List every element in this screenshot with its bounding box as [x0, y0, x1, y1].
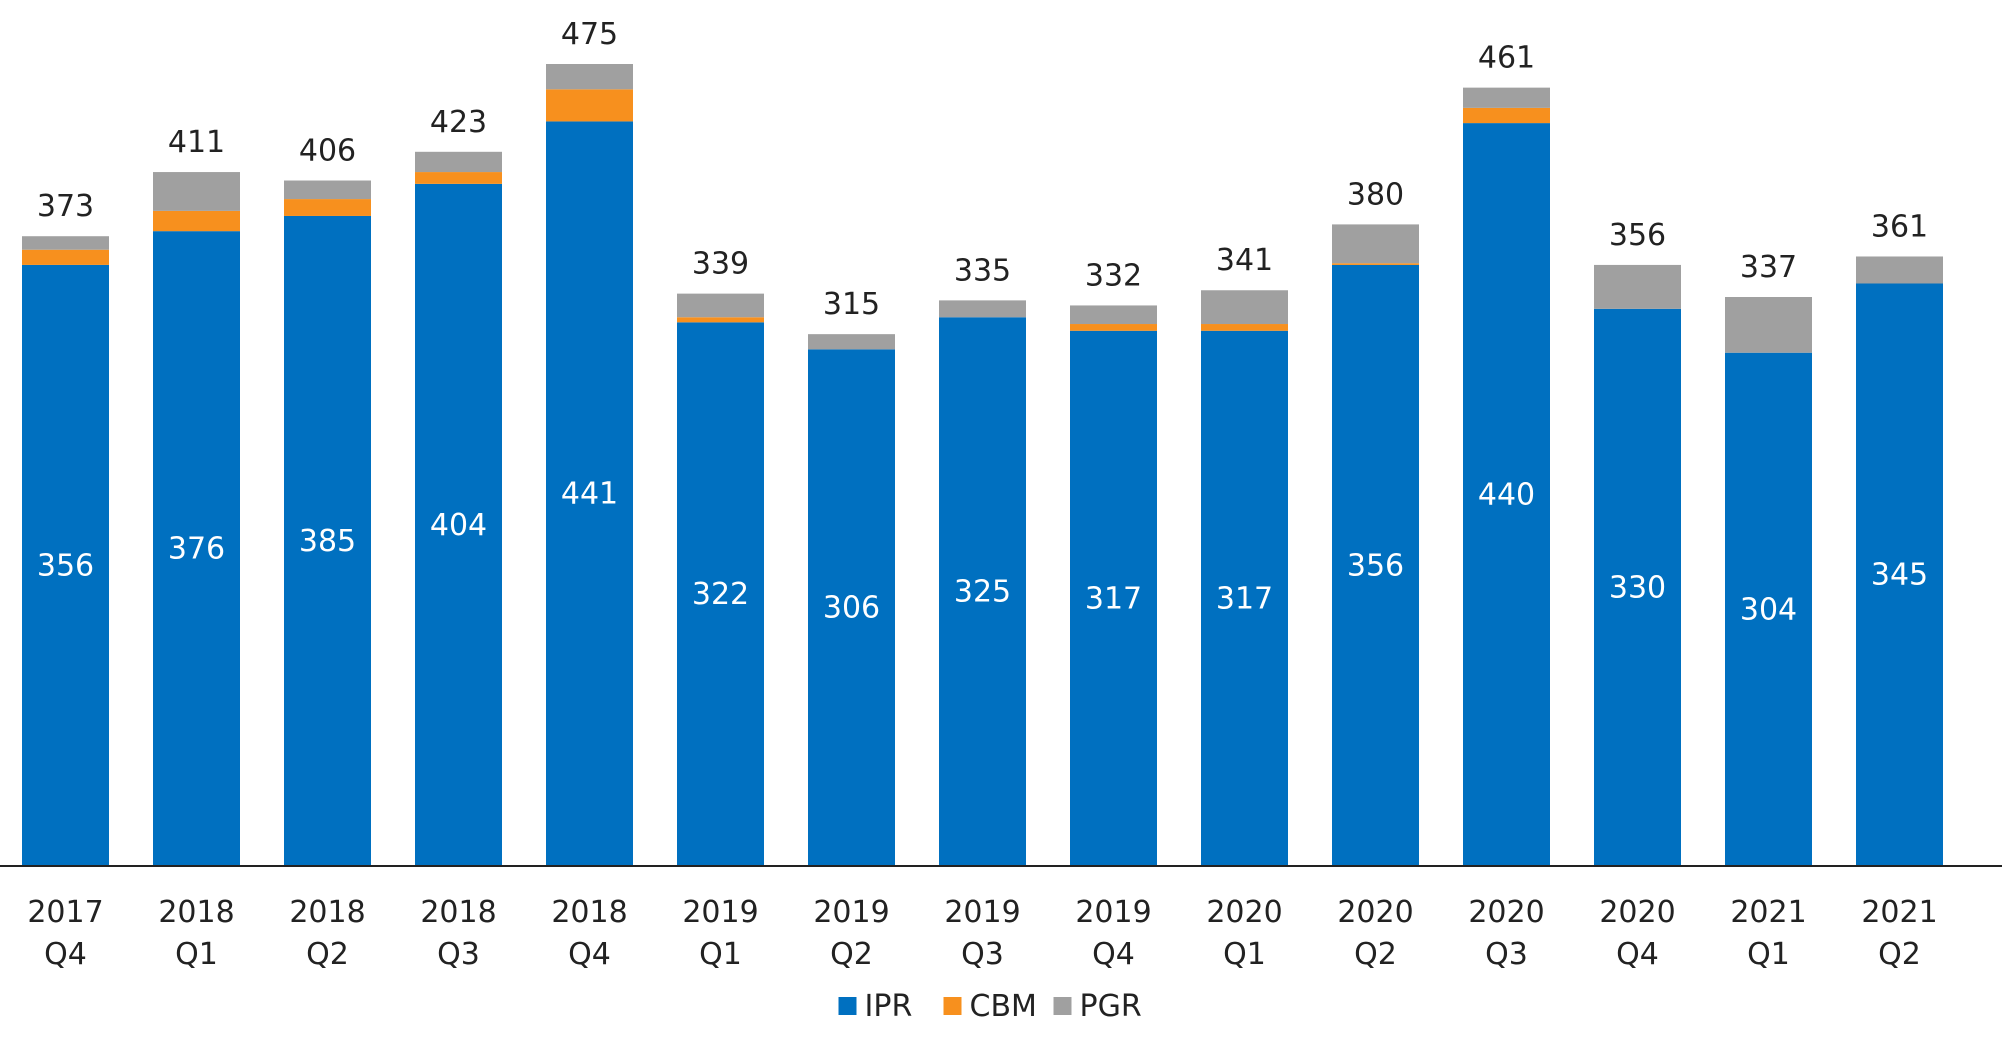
x-tick-label-quarter: Q4 — [568, 937, 611, 972]
bar-segment-pgr — [677, 294, 764, 318]
bar-segment-pgr — [1594, 265, 1681, 309]
x-tick-label-quarter: Q1 — [699, 937, 742, 972]
data-label-total: 423 — [430, 105, 487, 140]
data-label-total: 411 — [168, 125, 225, 160]
x-tick-label-quarter: Q4 — [44, 937, 87, 972]
data-label-ipr: 404 — [430, 508, 487, 543]
x-tick-label-year: 2020 — [1337, 895, 1413, 930]
data-label-ipr: 440 — [1478, 478, 1535, 513]
bars-layer: 356 373 376 411 385 406 404 423 441 475 322 339 306 3… — [22, 17, 1943, 866]
data-label-total: 406 — [299, 134, 356, 169]
bar-segment-cbm — [22, 250, 109, 265]
bar-segment-pgr — [546, 64, 633, 89]
data-label-ipr: 304 — [1740, 592, 1797, 627]
data-label-total: 361 — [1871, 209, 1928, 244]
x-tick-label-quarter: Q2 — [306, 937, 349, 972]
x-tick-label-year: 2019 — [813, 895, 889, 930]
data-label-ipr: 356 — [37, 548, 94, 583]
legend-label-cbm: CBM — [970, 989, 1037, 1024]
x-tick-label-quarter: Q2 — [830, 937, 873, 972]
data-label-total: 337 — [1740, 250, 1797, 285]
x-tick-label-quarter: Q3 — [437, 937, 480, 972]
bar-segment-pgr — [415, 152, 502, 172]
data-label-total: 380 — [1347, 177, 1404, 212]
data-label-total: 373 — [37, 189, 94, 224]
bar-segment-cbm — [415, 172, 502, 184]
x-tick-label-quarter: Q2 — [1354, 937, 1397, 972]
data-label-ipr: 317 — [1216, 581, 1273, 616]
x-tick-label-quarter: Q4 — [1616, 937, 1659, 972]
data-label-ipr: 345 — [1871, 558, 1928, 593]
x-tick-label-year: 2018 — [289, 895, 365, 930]
x-tick-label-year: 2020 — [1468, 895, 1544, 930]
data-label-ipr: 322 — [692, 577, 749, 612]
data-label-total: 335 — [954, 253, 1011, 288]
bar-segment-cbm — [1201, 324, 1288, 331]
legend-label-ipr: IPR — [865, 989, 913, 1024]
x-tick-label-year: 2021 — [1861, 895, 1937, 930]
bar-segment-cbm — [284, 199, 371, 216]
data-label-ipr: 330 — [1609, 570, 1666, 605]
bar-segment-pgr — [1201, 290, 1288, 324]
x-tick-label-year: 2019 — [682, 895, 758, 930]
x-tick-label-quarter: Q4 — [1092, 937, 1135, 972]
legend-label-pgr: PGR — [1080, 989, 1142, 1024]
x-tick-label-year: 2019 — [1075, 895, 1151, 930]
data-label-ipr: 306 — [823, 591, 880, 626]
x-tick-label-year: 2020 — [1206, 895, 1282, 930]
data-label-ipr: 356 — [1347, 548, 1404, 583]
x-tick-label-year: 2018 — [551, 895, 627, 930]
bar-segment-cbm — [546, 89, 633, 121]
data-label-ipr: 441 — [561, 477, 618, 512]
x-tick-label-year: 2019 — [944, 895, 1020, 930]
bar-segment-pgr — [1070, 305, 1157, 324]
bar-segment-cbm — [1332, 263, 1419, 265]
bar-segment-pgr — [153, 172, 240, 211]
x-tick-label-quarter: Q3 — [961, 937, 1004, 972]
x-axis-ticks: 2017 Q4 2018 Q1 2018 Q2 2018 Q3 2018 Q4 2019 Q1 2019… — [27, 895, 1937, 972]
data-label-total: 356 — [1609, 218, 1666, 253]
bar-segment-pgr — [1856, 256, 1943, 283]
data-label-ipr: 376 — [168, 532, 225, 567]
x-tick-label-quarter: Q1 — [1223, 937, 1266, 972]
bar-segment-pgr — [1725, 297, 1812, 353]
bar-segment-pgr — [284, 181, 371, 200]
data-label-ipr: 385 — [299, 524, 356, 559]
bar-segment-pgr — [1332, 224, 1419, 263]
data-label-total: 461 — [1478, 41, 1535, 76]
bar-segment-pgr — [808, 334, 895, 349]
data-label-ipr: 325 — [954, 575, 1011, 610]
bar-segment-pgr — [1463, 88, 1550, 108]
x-tick-label-year: 2018 — [420, 895, 496, 930]
x-tick-label-year: 2020 — [1599, 895, 1675, 930]
bar-segment-cbm — [677, 317, 764, 322]
data-label-total: 332 — [1085, 258, 1142, 293]
x-tick-label-quarter: Q1 — [1747, 937, 1790, 972]
bar-segment-cbm — [1070, 324, 1157, 331]
x-tick-label-year: 2018 — [158, 895, 234, 930]
data-label-total: 339 — [692, 247, 749, 282]
x-tick-label-quarter: Q2 — [1878, 937, 1921, 972]
legend-swatch-pgr — [1054, 997, 1072, 1015]
x-tick-label-year: 2021 — [1730, 895, 1806, 930]
bar-segment-pgr — [939, 300, 1026, 317]
data-label-total: 315 — [823, 287, 880, 322]
x-tick-label-quarter: Q1 — [175, 937, 218, 972]
legend: IPR CBM PGR — [839, 989, 1142, 1024]
x-tick-label-year: 2017 — [27, 895, 103, 930]
bar-segment-cbm — [153, 211, 240, 231]
bar-segment-pgr — [22, 236, 109, 250]
data-label-total: 475 — [561, 17, 618, 52]
data-label-ipr: 317 — [1085, 581, 1142, 616]
data-label-total: 341 — [1216, 243, 1273, 278]
legend-swatch-ipr — [839, 997, 857, 1015]
bar-segment-cbm — [1463, 108, 1550, 123]
x-tick-label-quarter: Q3 — [1485, 937, 1528, 972]
legend-swatch-cbm — [944, 997, 962, 1015]
